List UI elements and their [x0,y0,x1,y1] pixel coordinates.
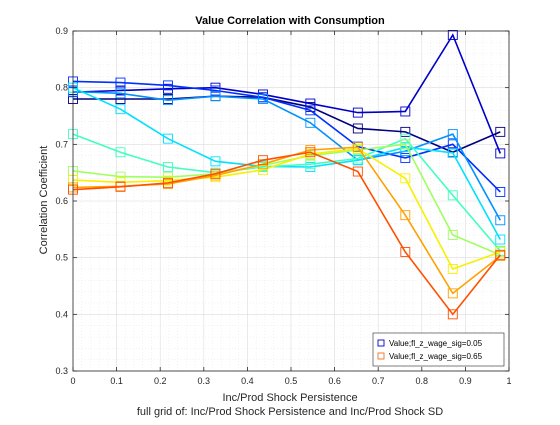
data-point-marker [352,142,363,153]
footnote: full grid of: Inc/Prod Shock Persistence… [137,406,443,418]
x-tick-label: 0.7 [372,376,385,386]
legend-box [372,332,505,367]
data-point-marker [305,105,316,116]
x-tick-label: 0.1 [110,376,123,386]
x-tick-label: 0.5 [285,376,298,386]
data-point-marker [352,107,363,118]
data-point-marker [210,168,221,179]
x-tick-label: 0.8 [416,376,429,386]
x-tick-label: 0.9 [459,376,472,386]
data-point-marker [495,148,506,159]
series-line [72,133,501,252]
tick-layer: 0 0.1 0.2 0.3 0.4 0.5 0.6 0.7 0.8 0.9 1 0.3 0.4 0.5 0.… [55,26,511,386]
data-point-marker [115,94,126,104]
x-tick-label: 0 [70,376,75,386]
data-point-marker [352,123,363,134]
series-3 [68,76,506,197]
data-point-marker [447,190,458,201]
series-line [72,143,501,256]
data-point-marker [305,147,316,158]
data-point-marker [495,186,506,197]
legend-marker [377,352,385,360]
y-tick-label: 0.8 [55,83,68,93]
y-tick-label: 0.4 [55,309,68,319]
data-point-marker [163,162,173,172]
data-point-marker [115,181,126,192]
data-point-marker [257,94,268,104]
data-point-marker [447,129,458,140]
data-point-marker [352,166,363,177]
major-grid [72,30,510,372]
data-point-marker [447,309,458,320]
data-point-marker [115,88,126,99]
x-tick-label: 0.3 [198,376,211,386]
series-line [72,33,502,154]
series-layer [68,30,506,320]
data-point-marker [400,173,411,184]
y-axis-label: Correlation Coefficient [38,146,50,255]
data-point-marker [210,156,221,167]
legend-entry-label: Value;fl_z_wage_sig=0.65 [389,352,483,361]
x-tick-label: 0.6 [328,376,341,386]
data-point-marker [305,117,316,128]
data-point-marker [400,247,411,257]
data-point-marker [495,215,506,226]
data-point-marker [305,159,316,170]
x-axis-label: Inc/Prod Shock Persistence [222,392,357,404]
legend-marker [377,339,385,347]
data-point-marker [400,133,411,144]
y-tick-label: 0.6 [55,196,68,206]
chart-title: Value Correlation with Consumption [195,15,385,27]
data-point-marker [115,147,126,158]
x-tick-label: 0.2 [154,376,167,386]
data-point-marker [495,249,506,260]
data-point-marker [447,147,458,158]
data-point-marker [447,288,458,299]
data-point-marker [115,77,126,88]
y-tick-label: 0.7 [55,139,68,149]
data-point-marker [305,98,316,109]
data-point-marker [447,230,458,240]
data-point-marker [400,210,411,221]
y-tick-label: 0.3 [55,366,68,376]
legend-entry-label: Value;fl_z_wage_sig=0.05 [389,339,483,348]
data-point-marker [447,30,458,40]
y-tick-label: 0.9 [55,26,68,36]
series-line [72,90,501,221]
data-point-marker [257,155,268,166]
data-point-marker [400,126,411,137]
data-point-marker [495,126,506,137]
data-point-marker [400,139,411,150]
series-line [72,80,501,193]
y-tick-label: 0.5 [55,253,68,263]
x-tick-label: 1 [506,376,511,386]
series-line [72,148,501,270]
series-line [72,86,501,240]
data-point-marker [495,234,506,245]
data-point-marker [115,171,126,182]
data-point-marker [210,85,221,96]
data-point-marker [163,177,173,188]
data-point-marker [163,95,173,106]
x-tick-label: 0.4 [241,376,254,386]
data-point-marker [163,80,173,91]
data-point-marker [400,106,411,117]
data-point-marker [115,104,126,115]
legend: Value;fl_z_wage_sig=0.05 Value;fl_z_wage_… [372,332,505,367]
data-point-marker [163,133,173,144]
data-point-marker [257,164,268,175]
series-10 [68,147,506,320]
series-line [72,146,501,295]
data-point-marker [447,264,458,274]
data-point-marker [447,139,458,150]
data-point-marker [210,91,221,102]
series-line [72,151,501,316]
data-point-marker [400,152,411,163]
data-point-marker [352,153,363,164]
